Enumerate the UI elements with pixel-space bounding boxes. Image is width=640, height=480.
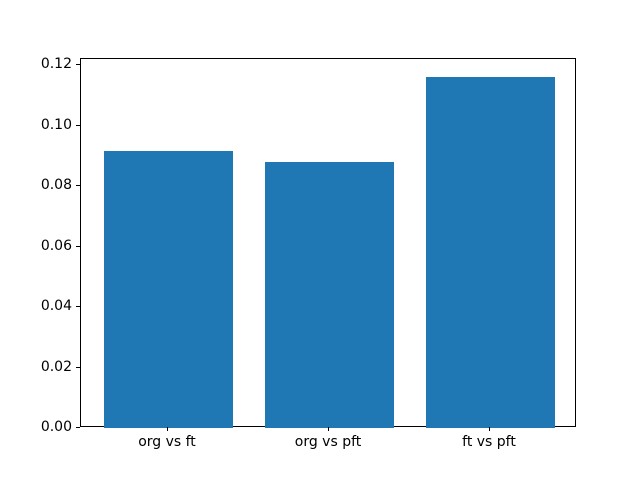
- y-tick-mark: [76, 185, 80, 186]
- x-tick-mark: [328, 427, 329, 431]
- y-tick-mark: [76, 64, 80, 65]
- bar-org-vs-ft: [104, 151, 233, 428]
- plot-area: [80, 58, 576, 428]
- y-tick-mark: [76, 367, 80, 368]
- y-tick-label: 0.04: [40, 298, 72, 314]
- bar-org-vs-pft: [265, 162, 394, 428]
- x-tick-label: ft vs pft: [462, 434, 516, 450]
- x-tick-label: org vs pft: [294, 434, 362, 450]
- bar-ft-vs-pft: [426, 77, 555, 428]
- y-tick-label: 0.00: [40, 419, 72, 435]
- y-tick-label: 0.02: [40, 359, 72, 375]
- y-tick-mark: [76, 125, 80, 126]
- y-tick-label: 0.06: [40, 238, 72, 254]
- x-tick-mark: [489, 427, 490, 431]
- y-tick-mark: [76, 246, 80, 247]
- x-tick-label: org vs ft: [138, 434, 196, 450]
- y-tick-label: 0.08: [40, 177, 72, 193]
- x-tick-mark: [167, 427, 168, 431]
- y-tick-label: 0.12: [40, 56, 72, 72]
- y-tick-label: 0.10: [40, 117, 72, 133]
- y-tick-mark: [76, 306, 80, 307]
- y-tick-mark: [76, 427, 80, 428]
